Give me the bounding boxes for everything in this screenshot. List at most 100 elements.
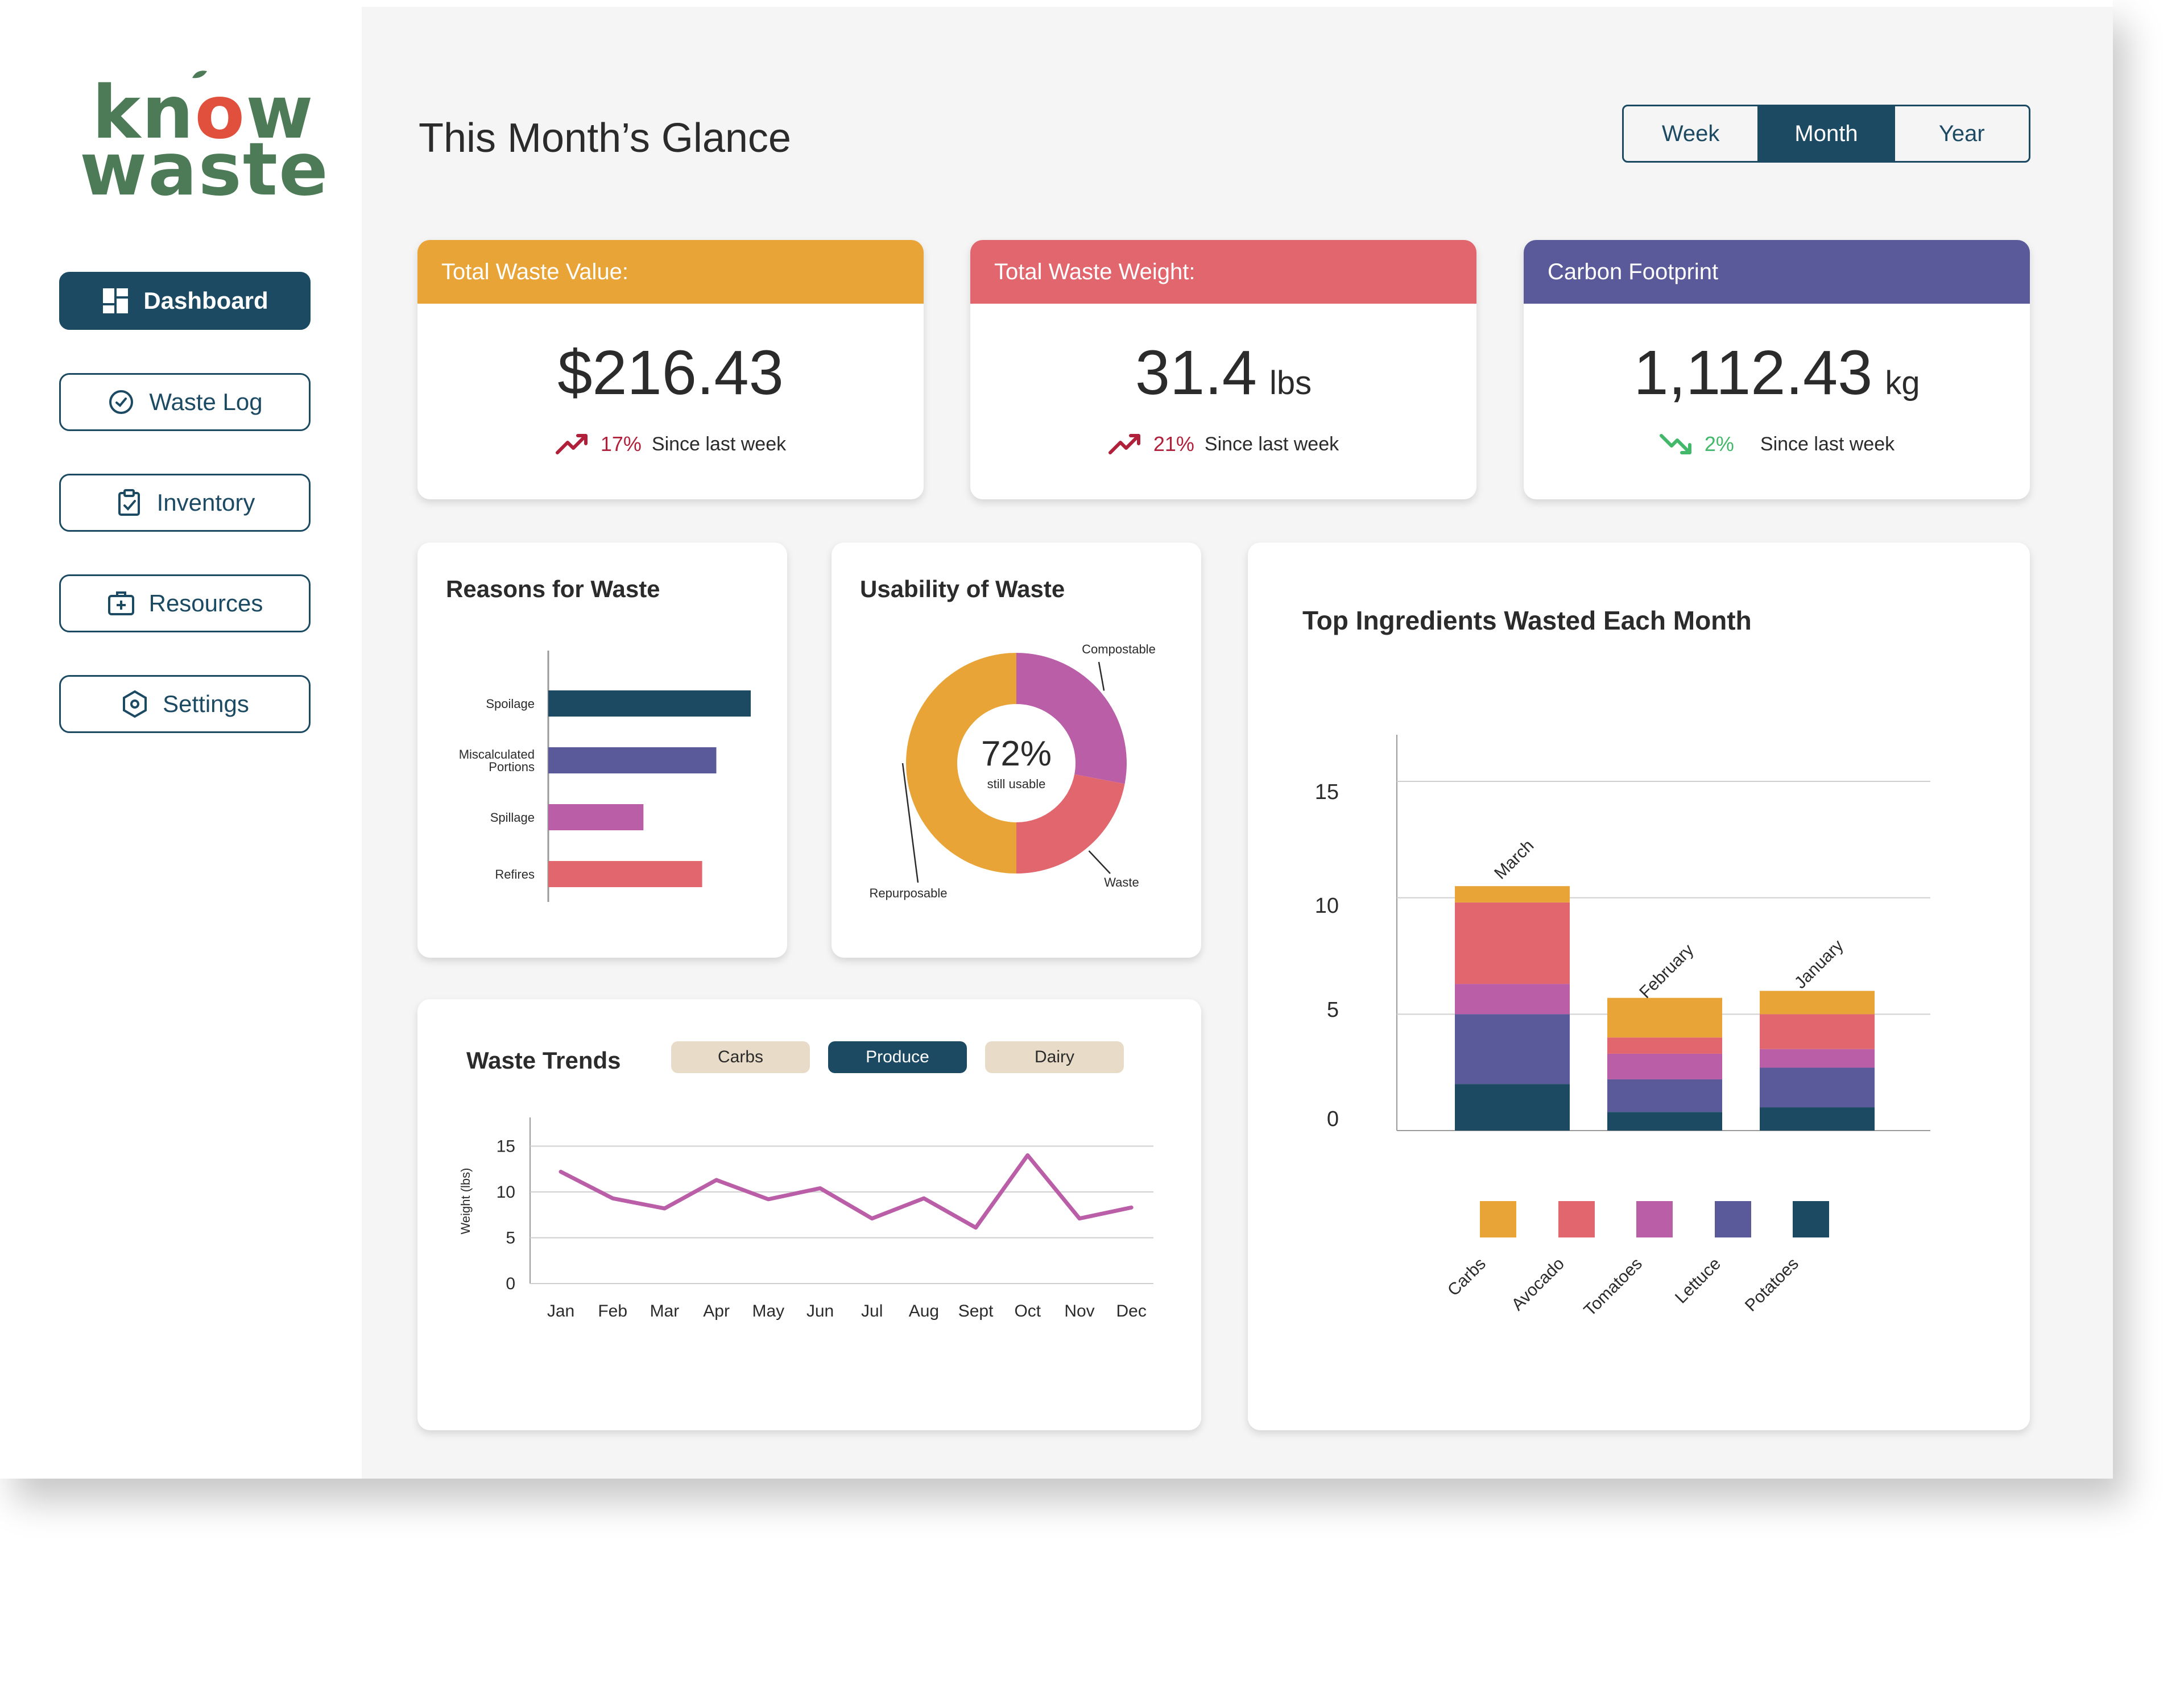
reasons-category-label: Miscalculated Portions (459, 747, 535, 774)
usability-title: Usability of Waste (860, 576, 1065, 602)
top-stack-segment (1455, 1084, 1570, 1131)
top-stack-segment (1455, 1014, 1570, 1084)
filter-dairy-button[interactable]: Dairy (985, 1041, 1124, 1073)
top-ingredients-card: Top Ingredients Wasted Each Month 0 5 10 15… (1248, 543, 2030, 1430)
trends-x-tick-label: May (752, 1302, 784, 1321)
nav-inventory-button[interactable]: Inventory (59, 474, 311, 532)
usability-center-value: 72% (981, 734, 1052, 773)
trends-y-tick-label: 15 (497, 1137, 515, 1156)
clipboard-check-icon (118, 489, 140, 516)
usability-slice (906, 653, 1016, 874)
nav-waste-log-label: Waste Log (149, 388, 263, 415)
top-stack-segment (1760, 1014, 1875, 1049)
app-window: know waste Dashboard Waste Log Invento (0, 0, 2113, 1479)
nav-inventory-label: Inventory (156, 489, 255, 516)
top-ingredients-title: Top Ingredients Wasted Each Month (1302, 606, 1752, 635)
top-category-label: January (1791, 936, 1847, 992)
trends-x-tick-label: Sept (958, 1302, 994, 1321)
kpi-change: 17% Since last week (417, 431, 924, 457)
usability-slice (1016, 653, 1127, 784)
clock-icon (109, 390, 134, 414)
trends-x-tick-label: Jan (547, 1302, 574, 1321)
trend-up-icon (555, 434, 588, 454)
top-stack-segment (1607, 1053, 1722, 1079)
top-stack-segment (1607, 1037, 1722, 1054)
top-legend-label: Lettuce (1672, 1255, 1724, 1307)
trends-x-tick-label: Dec (1116, 1302, 1147, 1321)
usability-slice (1016, 774, 1125, 874)
usability-slice-label: Waste (1104, 875, 1139, 889)
usability-leader-line (1088, 850, 1111, 874)
top-legend-swatch (1793, 1201, 1829, 1237)
reasons-category-label: Spoilage (486, 697, 535, 711)
leaf-icon (192, 71, 207, 78)
reasons-title: Reasons for Waste (446, 576, 660, 602)
reasons-bar (548, 690, 751, 717)
nav-dashboard-label: Dashboard (143, 287, 268, 314)
kpi-value: 1,112.43 kg (1633, 338, 1920, 408)
reasons-category-label: Refires (495, 867, 535, 881)
kpi-header: Total Waste Weight: (970, 240, 1476, 304)
kpi-change-percent: 21% (1153, 432, 1194, 456)
first-aid-kit-icon (107, 591, 134, 615)
period-year-button[interactable]: Year (1938, 121, 1985, 146)
top-stack-segment (1760, 1067, 1875, 1108)
top-y-tick-label: 5 (1327, 998, 1339, 1022)
trends-line-chart: 0 5 10 15 Weight (lbs) Jan Feb Mar Apr May Jun Jul A… (458, 1117, 1153, 1321)
logo-line-1: know (92, 71, 315, 155)
usability-card: Usability of Waste Compostable Waste Repur… (832, 543, 1201, 958)
kpi-header: Total Waste Value: (417, 240, 924, 304)
app-logo: know waste (80, 71, 328, 206)
reasons-card: Reasons for Waste Spoilage Miscalculated P… (417, 543, 787, 958)
filter-produce-button[interactable]: Produce (828, 1041, 967, 1073)
top-stack-segment (1760, 1049, 1875, 1068)
kpi-change-since: Since last week (1760, 433, 1895, 455)
period-month-button[interactable]: Month (1759, 106, 1895, 161)
trends-x-tick-label: Jun (806, 1302, 834, 1321)
reasons-bar (548, 804, 644, 830)
nav-dashboard-button[interactable]: Dashboard (59, 272, 311, 330)
nav-resources-button[interactable]: Resources (59, 574, 311, 632)
kpi-value: 31.4 lbs (1135, 338, 1312, 408)
top-ingredients-stacked-chart: 0 5 10 15 March February January Carbs Avocado To… (1315, 735, 1930, 1320)
top-stack-segment (1455, 886, 1570, 903)
kpi-change: 2% Since last week (1524, 431, 2030, 457)
trends-x-tick-label: Feb (598, 1302, 627, 1321)
trend-up-icon (1108, 434, 1140, 454)
hexagon-gear-icon (123, 690, 147, 718)
kpi-card-waste-value: Total Waste Value: $216.43 17% Since las… (417, 240, 924, 499)
sidebar: know waste Dashboard Waste Log Invento (0, 0, 362, 1479)
kpi-card-waste-weight: Total Waste Weight: 31.4 lbs 21% Since la… (970, 240, 1476, 499)
top-y-tick-label: 10 (1315, 894, 1339, 918)
top-stack-segment (1607, 997, 1722, 1038)
usability-slice-label: Repurposable (870, 886, 948, 900)
nav-settings-button[interactable]: Settings (59, 675, 311, 733)
trends-y-axis-label: Weight (lbs) (458, 1168, 473, 1235)
reasons-category-label: Spillage (490, 810, 535, 825)
trends-x-tick-label: Nov (1064, 1302, 1094, 1321)
reasons-bar (548, 747, 717, 773)
page-title: This Month’s Glance (419, 115, 791, 161)
main-content: This Month’s Glance Week Month Year Tota… (362, 7, 2113, 1479)
nav-waste-log-button[interactable]: Waste Log (59, 373, 311, 431)
top-stack-segment (1607, 1112, 1722, 1131)
logo-line-2: waste (80, 127, 329, 212)
top-legend-swatch (1715, 1201, 1751, 1237)
trends-y-tick-label: 5 (506, 1228, 515, 1247)
usability-leader-line (1098, 661, 1105, 691)
top-legend-swatch (1558, 1201, 1595, 1237)
top-legend-label: Tomatoes (1581, 1255, 1646, 1320)
kpi-header: Carbon Footprint (1524, 240, 2030, 304)
top-category-label: March (1491, 836, 1537, 883)
reasons-bar-chart: Spoilage Miscalculated Portions Spillage Ref… (459, 651, 751, 902)
period-week-button[interactable]: Week (1624, 106, 1760, 161)
trends-title: Waste Trends (466, 1047, 621, 1074)
top-stack-segment (1455, 984, 1570, 1015)
usability-slice-label: Compostable (1082, 642, 1156, 656)
usability-center-label: still usable (987, 777, 1046, 791)
trends-card: Waste Trends Carbs Produce Dairy 0 5 10 15 W… (417, 999, 1201, 1430)
kpi-change-percent: 2% (1704, 432, 1734, 456)
trends-x-tick-label: Mar (650, 1302, 680, 1321)
trends-x-tick-label: Jul (861, 1302, 883, 1321)
filter-carbs-button[interactable]: Carbs (671, 1041, 810, 1073)
